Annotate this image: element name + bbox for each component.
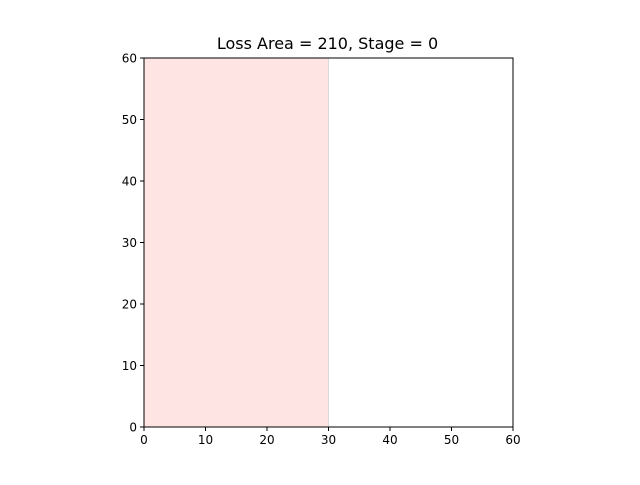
x-tick-label: 50 — [444, 433, 459, 447]
x-tick-label: 60 — [505, 433, 520, 447]
y-axis: 0 10 20 30 40 50 60 — [122, 52, 144, 435]
loss-region-0 — [144, 58, 329, 427]
y-tick-label: 30 — [122, 236, 137, 250]
x-tick-label: 10 — [198, 433, 213, 447]
x-tick-label: 0 — [140, 433, 148, 447]
chart-title: Loss Area = 210, Stage = 0 — [217, 34, 438, 53]
x-tick-label: 40 — [382, 433, 397, 447]
x-tick-label: 20 — [259, 433, 274, 447]
y-tick-label: 20 — [122, 298, 137, 312]
x-axis: 0 10 20 30 40 50 60 — [140, 427, 521, 447]
y-tick-label: 0 — [129, 421, 137, 435]
y-tick-label: 40 — [122, 175, 137, 189]
y-tick-label: 50 — [122, 113, 137, 127]
plot-frame — [143, 57, 514, 428]
x-tick-label: 30 — [321, 433, 336, 447]
y-tick-label: 10 — [122, 359, 137, 373]
y-tick-label: 60 — [122, 52, 137, 66]
plot-area — [144, 58, 329, 427]
